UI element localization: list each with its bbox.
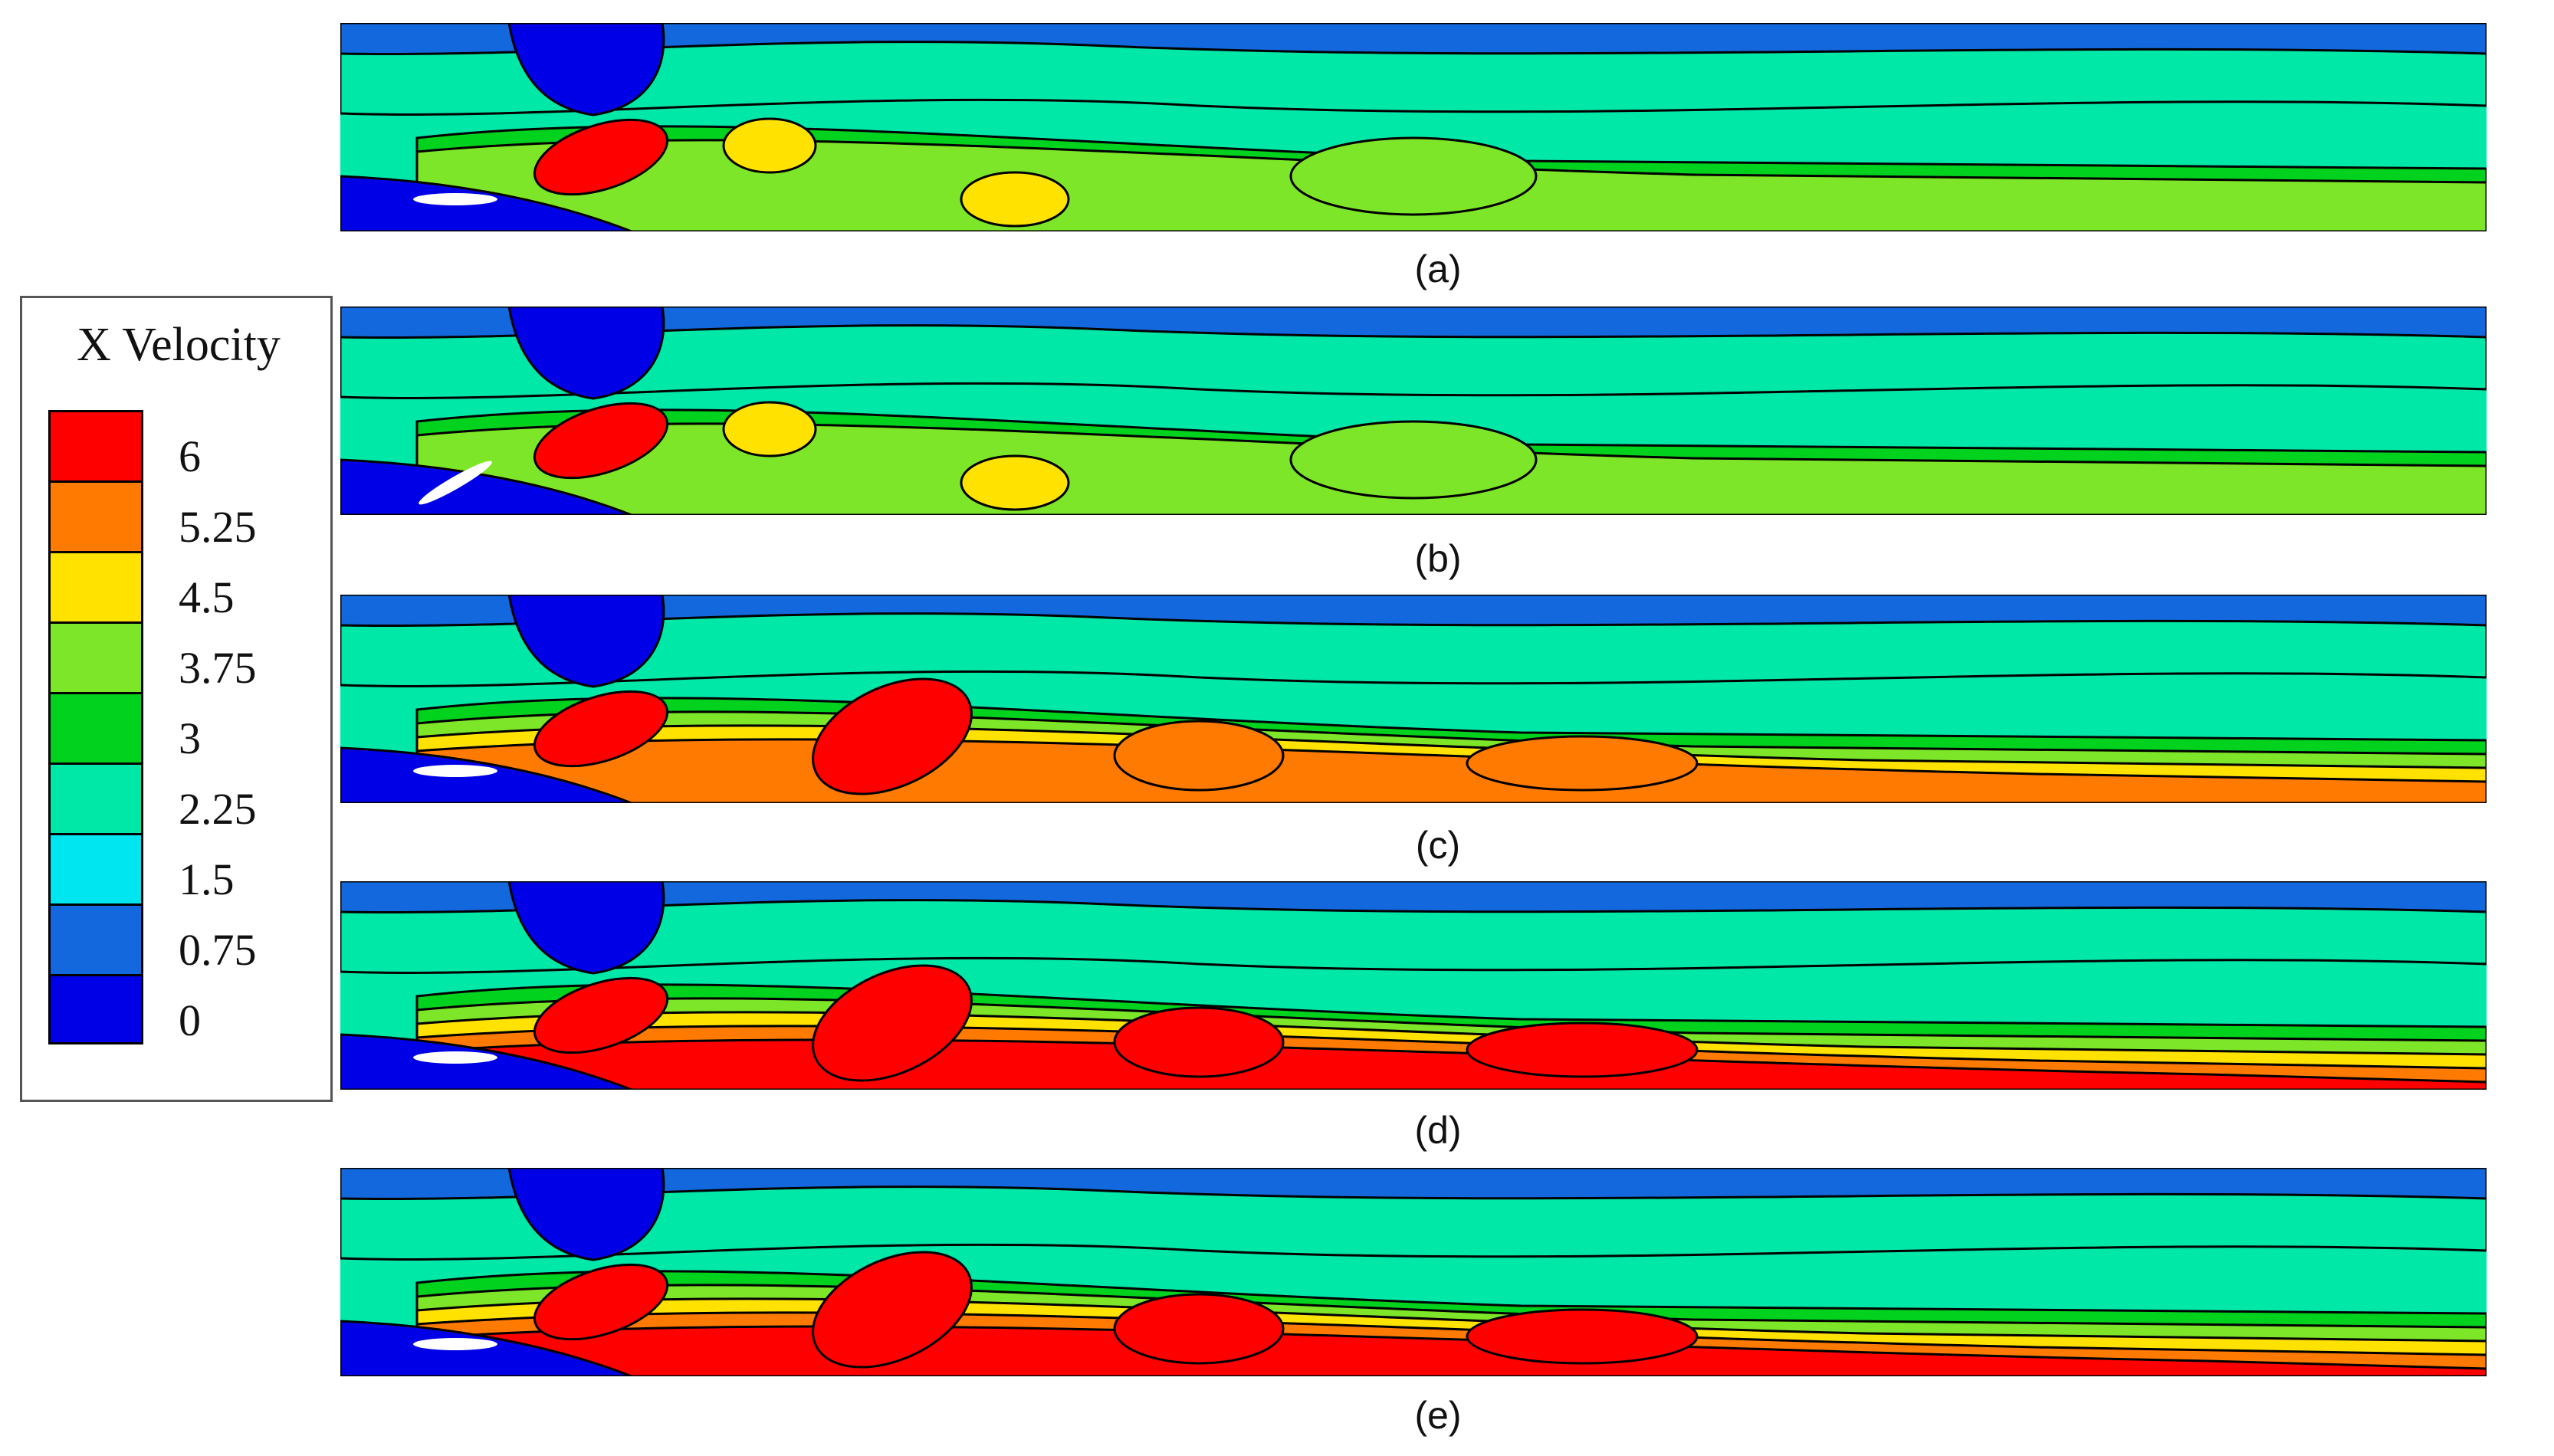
contour-panel: [340, 307, 2487, 515]
colorbar-swatch: [48, 692, 143, 762]
colorbar-legend: X Velocity 6 5.25 4.5 3.75 3 2.25 1.5 0.75 0: [20, 296, 333, 1102]
colorbar-swatch: [48, 621, 143, 692]
colorbar-tick-label: 2.25: [179, 784, 257, 834]
panel-label: (c): [1415, 824, 1461, 867]
wake-core-region: [722, 117, 817, 174]
colorbar-swatch: [48, 762, 143, 833]
hydrofoil-shape: [419, 461, 492, 505]
colorbar-tick-label: 6: [179, 431, 201, 481]
colorbar-tick-label: 1.5: [179, 854, 235, 904]
wake-core-region: [1466, 1021, 1699, 1078]
upper-low-velocity-region: [507, 881, 665, 975]
wake-core-region: [1113, 1006, 1285, 1078]
jet-core-region: [533, 402, 669, 480]
colorbar-tick-label: 0: [179, 995, 201, 1045]
wake-core-region: [960, 171, 1070, 228]
wake-core-region: [1289, 136, 1538, 216]
lower-low-velocity-region: [340, 175, 632, 231]
wake-core-region: [812, 1251, 973, 1369]
colorbar-swatch: [48, 974, 143, 1044]
wake-core-region: [1289, 420, 1538, 500]
colorbar-swatch: [48, 551, 143, 621]
hydrofoil-shape: [413, 1338, 497, 1350]
wake-core-region: [812, 964, 973, 1082]
panel-label: (b): [1414, 537, 1462, 580]
wake-core-region: [1466, 1308, 1699, 1365]
colorbar-swatch: [48, 480, 143, 551]
colorbar-tick-label: 0.75: [179, 925, 257, 975]
contour-panel: [340, 595, 2487, 803]
jet-core-region: [533, 976, 669, 1054]
panel-label: (a): [1414, 248, 1462, 290]
wake-core-region: [812, 677, 973, 795]
upper-low-velocity-region: [507, 307, 665, 400]
colorbar-tick-label: 3.75: [179, 643, 257, 693]
colorbar-swatch: [48, 903, 143, 974]
upper-low-velocity-region: [507, 1168, 665, 1261]
colorbar-tick-label: 3: [179, 713, 201, 763]
legend-title: X Velocity: [77, 319, 281, 371]
jet-core-region: [533, 1263, 669, 1341]
colorbar-tick-label: 5.25: [179, 502, 257, 552]
hydrofoil-shape: [413, 193, 497, 205]
jet-core-region: [533, 118, 669, 196]
colorbar-swatch: [48, 833, 143, 903]
hydrofoil-shape: [413, 1051, 497, 1064]
contour-panel: [340, 1168, 2487, 1376]
wake-core-region: [1113, 1293, 1285, 1365]
jet-core-region: [533, 690, 669, 768]
lower-low-velocity-region: [340, 746, 632, 803]
lower-low-velocity-region: [340, 1320, 632, 1376]
wake-core-region: [960, 454, 1070, 511]
colorbar-tick-label: 4.5: [179, 572, 235, 622]
panel-label: (e): [1414, 1394, 1462, 1437]
wake-core-region: [1113, 720, 1285, 792]
wake-core-region: [722, 401, 817, 457]
panel-label: (d): [1414, 1109, 1462, 1152]
upper-low-velocity-region: [507, 23, 665, 116]
wake-core-region: [1466, 735, 1699, 792]
colorbar-swatch: [48, 410, 143, 480]
lower-low-velocity-region: [340, 458, 632, 515]
contour-panel: [340, 23, 2487, 231]
upper-low-velocity-region: [507, 595, 665, 688]
contour-panel: [340, 881, 2487, 1090]
hydrofoil-shape: [413, 765, 497, 777]
lower-low-velocity-region: [340, 1033, 632, 1090]
